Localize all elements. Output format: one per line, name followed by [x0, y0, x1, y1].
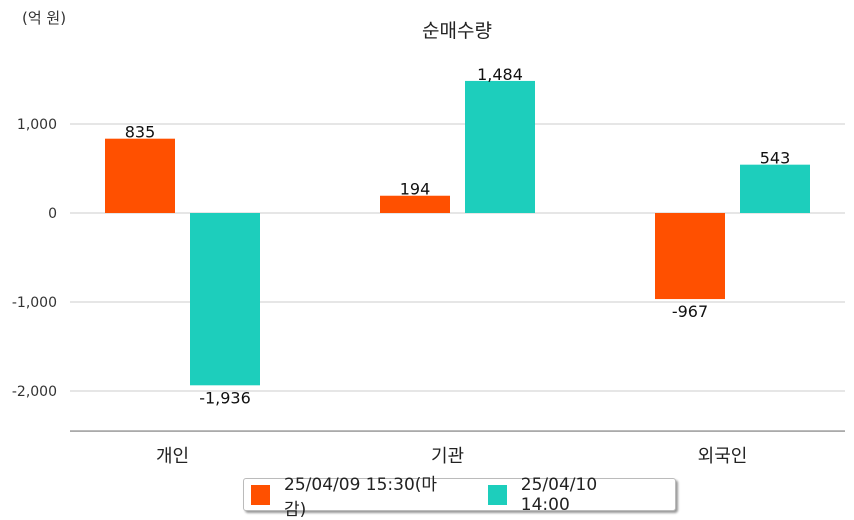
data-label: 543 — [760, 149, 791, 168]
bar — [190, 213, 260, 386]
y-tick-label: 1,000 — [17, 117, 57, 133]
chart-title: 순매수량 — [422, 20, 492, 42]
legend: 25/04/09 15:30(마감) 25/04/10 14:00 — [243, 475, 676, 520]
legend-swatch — [251, 484, 271, 505]
y-tick-label: 0 — [48, 206, 57, 222]
bar — [380, 195, 450, 213]
legend-swatch — [487, 484, 507, 505]
bar — [655, 213, 725, 300]
x-tick-label: 기관 — [431, 446, 464, 467]
x-tick-label: 외국인 — [698, 446, 748, 467]
y-tick-label: -2,000 — [12, 384, 57, 400]
data-label: -967 — [672, 302, 708, 321]
bar — [105, 138, 175, 213]
legend-label: 25/04/10 14:00 — [520, 474, 598, 515]
legend-item-series-1[interactable]: 25/04/09 15:30(마감) — [244, 470, 451, 520]
data-label: 835 — [125, 123, 156, 142]
data-label: 194 — [400, 180, 431, 199]
unit-label: (억 원) — [22, 9, 66, 27]
legend-item-series-2[interactable]: 25/04/10 14:00 — [481, 475, 645, 515]
data-label: 1,484 — [477, 65, 523, 84]
y-tick-label: -1,000 — [12, 295, 57, 311]
data-label: -1,936 — [199, 388, 251, 407]
bar — [465, 80, 535, 213]
bar — [740, 164, 810, 213]
x-tick-label: 개인 — [156, 446, 189, 467]
legend-label: 25/04/09 15:30(마감) — [284, 474, 438, 520]
